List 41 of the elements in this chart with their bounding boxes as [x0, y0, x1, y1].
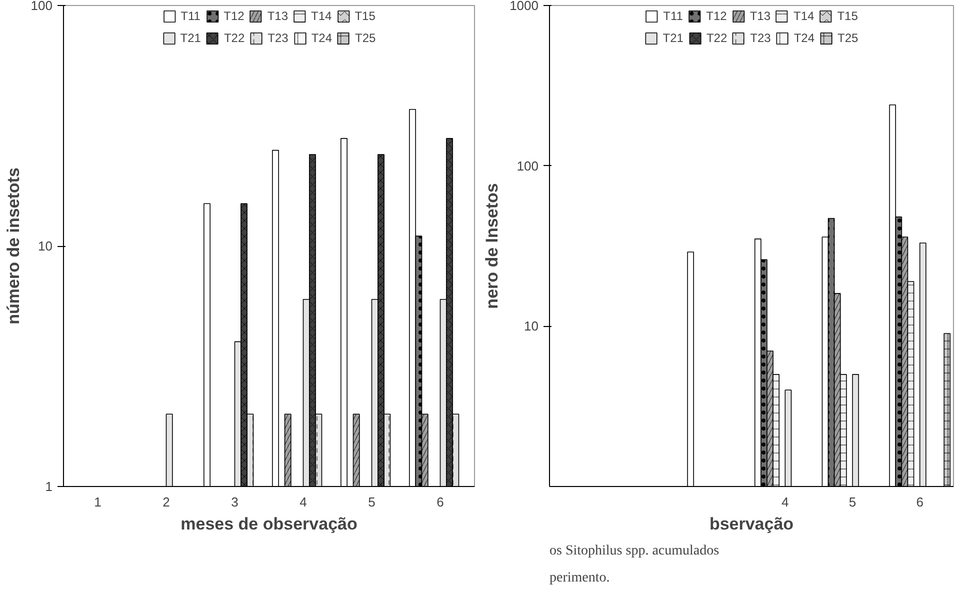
- legend-label: T13: [267, 9, 288, 23]
- x-tick-label: 5: [848, 494, 856, 510]
- x-tick-label: 6: [916, 494, 924, 510]
- legend-label: T21: [180, 31, 201, 45]
- legend-label: T14: [311, 9, 332, 23]
- y-axis-title: nero de Insetos: [482, 183, 502, 309]
- y-tick-label: 100: [516, 158, 539, 174]
- y-tick-label: 1: [45, 479, 53, 494]
- y-tick-label: 10: [524, 318, 539, 334]
- legend-label: T11: [663, 9, 684, 23]
- legend-label: T12: [224, 9, 244, 23]
- y-tick-label: 100: [30, 0, 53, 13]
- legend-label: T22: [706, 31, 728, 45]
- x-tick-label: 3: [231, 494, 238, 510]
- legend-label: T25: [355, 31, 376, 45]
- x-tick-label: 4: [300, 494, 307, 510]
- legend-label: T15: [837, 9, 858, 23]
- legend-label: T11: [180, 9, 201, 23]
- x-tick-label: 1: [94, 494, 102, 510]
- legend-label: T22: [224, 31, 245, 45]
- y-axis-title: número de insetots: [4, 168, 23, 324]
- x-axis-title: meses de observação: [180, 514, 358, 534]
- legend-label: T13: [750, 9, 770, 23]
- x-tick-label: 2: [162, 494, 170, 510]
- y-tick-label: 1000: [510, 0, 538, 13]
- legend-label: T15: [354, 9, 376, 23]
- x-tick-label: 5: [368, 494, 376, 510]
- text: os Sitophilus spp. acumulados: [550, 544, 720, 558]
- legend-label: T12: [706, 9, 727, 23]
- legend-label: T25: [838, 31, 858, 45]
- legend-label: T23: [268, 31, 288, 45]
- text: perimento.: [550, 570, 610, 586]
- legend-label: T14: [794, 9, 814, 23]
- y-tick-label: 10: [38, 238, 53, 254]
- legend-label: T24: [311, 31, 332, 45]
- x-axis-title: bservação: [709, 514, 794, 534]
- legend-label: T23: [750, 31, 771, 45]
- x-tick-label: 4: [782, 494, 789, 510]
- legend-label: T21: [662, 31, 684, 45]
- legend-label: T24: [794, 31, 815, 45]
- x-tick-label: 6: [436, 494, 444, 510]
